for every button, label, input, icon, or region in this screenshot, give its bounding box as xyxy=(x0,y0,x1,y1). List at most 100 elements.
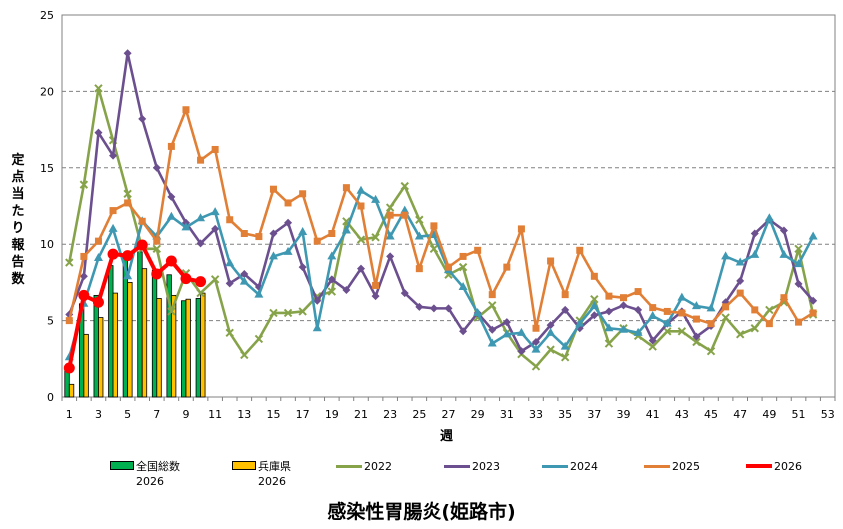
data-point-2024 xyxy=(808,231,818,240)
data-point-2023 xyxy=(94,128,103,137)
data-point-2023 xyxy=(211,224,220,233)
data-point-2025 xyxy=(211,145,219,153)
data-point-2025 xyxy=(576,246,584,254)
data-point-2023 xyxy=(444,304,453,313)
data-point-2022 xyxy=(385,203,395,212)
legend-swatch-2026 xyxy=(746,464,772,468)
data-point-2025 xyxy=(765,320,773,328)
x-tick-label: 41 xyxy=(646,408,660,421)
data-point-2024 xyxy=(633,327,643,336)
data-point-2024 xyxy=(210,207,220,216)
legend-swatch-2022 xyxy=(336,465,362,468)
data-point-2025 xyxy=(65,317,73,325)
data-point-2023 xyxy=(371,292,380,301)
data-point-2026 xyxy=(63,362,75,374)
data-point-2023 xyxy=(167,192,176,201)
legend-label-2023: 2023 xyxy=(472,460,500,473)
data-point-2025 xyxy=(503,263,511,271)
data-point-2024 xyxy=(298,226,308,235)
data-point-2023 xyxy=(386,252,395,261)
data-point-2022 xyxy=(269,308,278,318)
data-point-2022 xyxy=(794,244,803,253)
data-point-2024 xyxy=(356,185,366,194)
data-point-2025 xyxy=(153,237,161,245)
data-point-2024 xyxy=(312,323,322,332)
series-line-2024 xyxy=(68,189,815,358)
data-point-2025 xyxy=(736,289,744,297)
bar-national xyxy=(151,269,158,398)
data-point-2025 xyxy=(109,207,117,215)
bar-hyogo xyxy=(185,298,191,398)
data-point-2025 xyxy=(342,184,350,192)
data-point-2025 xyxy=(649,304,657,312)
data-point-2025 xyxy=(722,303,730,311)
data-point-2023 xyxy=(750,229,759,238)
data-point-2023 xyxy=(634,305,643,314)
data-point-2022 xyxy=(283,308,293,318)
legend-label-2024: 2024 xyxy=(570,460,598,473)
data-point-2023 xyxy=(298,263,307,272)
data-point-2024 xyxy=(779,249,789,258)
data-point-2022 xyxy=(735,330,745,339)
series-line-2026 xyxy=(67,242,201,369)
legend-item-2026: 2026 xyxy=(746,459,802,474)
data-point-2024 xyxy=(93,252,103,261)
legend-swatch-2024 xyxy=(542,465,568,468)
legend-label-national-year: 2026 xyxy=(136,475,164,488)
data-point-2026 xyxy=(107,248,119,260)
data-point-2022 xyxy=(677,327,687,336)
data-point-2023 xyxy=(196,239,205,248)
x-tick-label: 5 xyxy=(124,408,131,421)
data-point-2024 xyxy=(677,292,687,301)
bar-hyogo xyxy=(68,383,75,398)
plot-area-border xyxy=(61,14,836,398)
data-point-2022 xyxy=(371,233,380,242)
series-line-2022 xyxy=(68,87,815,368)
data-point-2022 xyxy=(546,345,555,354)
data-point-2022 xyxy=(648,342,657,351)
bar-hyogo xyxy=(200,292,206,398)
x-tick-label: 43 xyxy=(675,408,689,421)
data-point-2024 xyxy=(414,231,424,240)
data-point-2023 xyxy=(648,336,657,345)
legend: 全国総数 2026 兵庫県 2026 2022 2023 2024 2025 202… xyxy=(110,459,840,499)
x-tick-label: 27 xyxy=(442,408,456,421)
data-point-2025 xyxy=(401,211,409,219)
data-point-2024 xyxy=(487,338,497,347)
x-tick-label: 9 xyxy=(182,408,189,421)
data-point-2023 xyxy=(779,226,788,235)
data-point-2024 xyxy=(166,211,176,220)
data-point-2023 xyxy=(488,325,497,334)
data-point-2025 xyxy=(751,306,759,314)
bar-hyogo xyxy=(83,333,89,398)
data-point-2023 xyxy=(313,296,322,305)
legend-swatch-2023 xyxy=(444,465,470,468)
data-point-2024 xyxy=(619,324,629,333)
bar-hyogo xyxy=(156,298,162,398)
data-point-2023 xyxy=(604,307,613,316)
bar-hyogo xyxy=(127,281,133,398)
data-point-2025 xyxy=(561,291,569,299)
data-point-2025 xyxy=(240,230,248,238)
bar-national xyxy=(108,265,114,398)
data-point-2025 xyxy=(197,156,205,164)
data-point-2024 xyxy=(575,318,585,327)
x-tick-label: 13 xyxy=(237,408,251,421)
data-point-2022 xyxy=(706,346,716,356)
bar-national xyxy=(195,298,201,398)
bar-hyogo xyxy=(112,292,118,398)
legend-label-hyogo-year: 2026 xyxy=(258,475,286,488)
data-point-2024 xyxy=(458,281,468,290)
data-point-2023 xyxy=(546,321,555,330)
x-tick-label: 49 xyxy=(762,408,776,421)
data-point-2024 xyxy=(662,318,672,327)
data-point-2026 xyxy=(136,239,148,251)
data-point-2025 xyxy=(269,185,277,193)
data-point-2025 xyxy=(255,233,263,241)
data-point-2024 xyxy=(502,329,512,338)
data-point-2023 xyxy=(138,114,147,123)
x-tick-label: 11 xyxy=(208,408,222,421)
y-tick-label: 5 xyxy=(47,315,54,328)
data-point-2025 xyxy=(124,199,132,207)
data-point-2024 xyxy=(531,344,541,353)
